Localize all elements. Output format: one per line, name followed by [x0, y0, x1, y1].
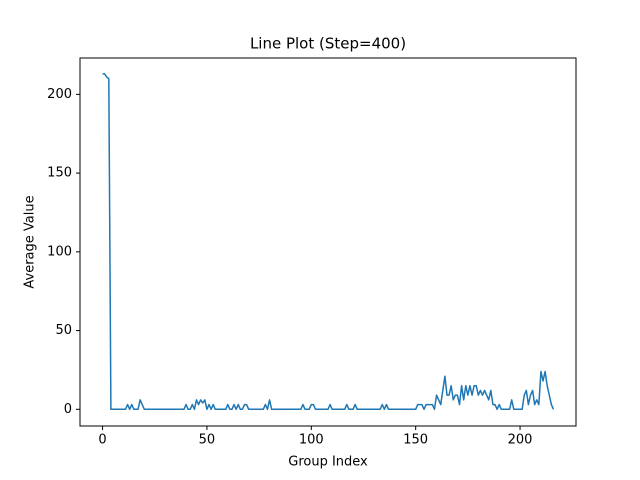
y-tick-label: 0: [64, 402, 72, 417]
x-tick-label: 200: [508, 433, 533, 448]
chart-title: Line Plot (Step=400): [250, 35, 406, 53]
y-tick-label: 100: [47, 244, 72, 259]
data-line: [102, 73, 555, 411]
plot-frame: [79, 57, 577, 427]
x-tick-label: 100: [299, 433, 324, 448]
x-tick-label: 0: [98, 433, 106, 448]
x-tick-label: 50: [199, 433, 216, 448]
y-axis-label: Average Value: [23, 195, 38, 288]
y-tick-label: 200: [47, 87, 72, 102]
x-tick-label: 150: [403, 433, 428, 448]
y-tick-label: 50: [55, 323, 72, 338]
y-tick-label: 150: [47, 166, 72, 181]
x-axis-label: Group Index: [288, 455, 368, 470]
